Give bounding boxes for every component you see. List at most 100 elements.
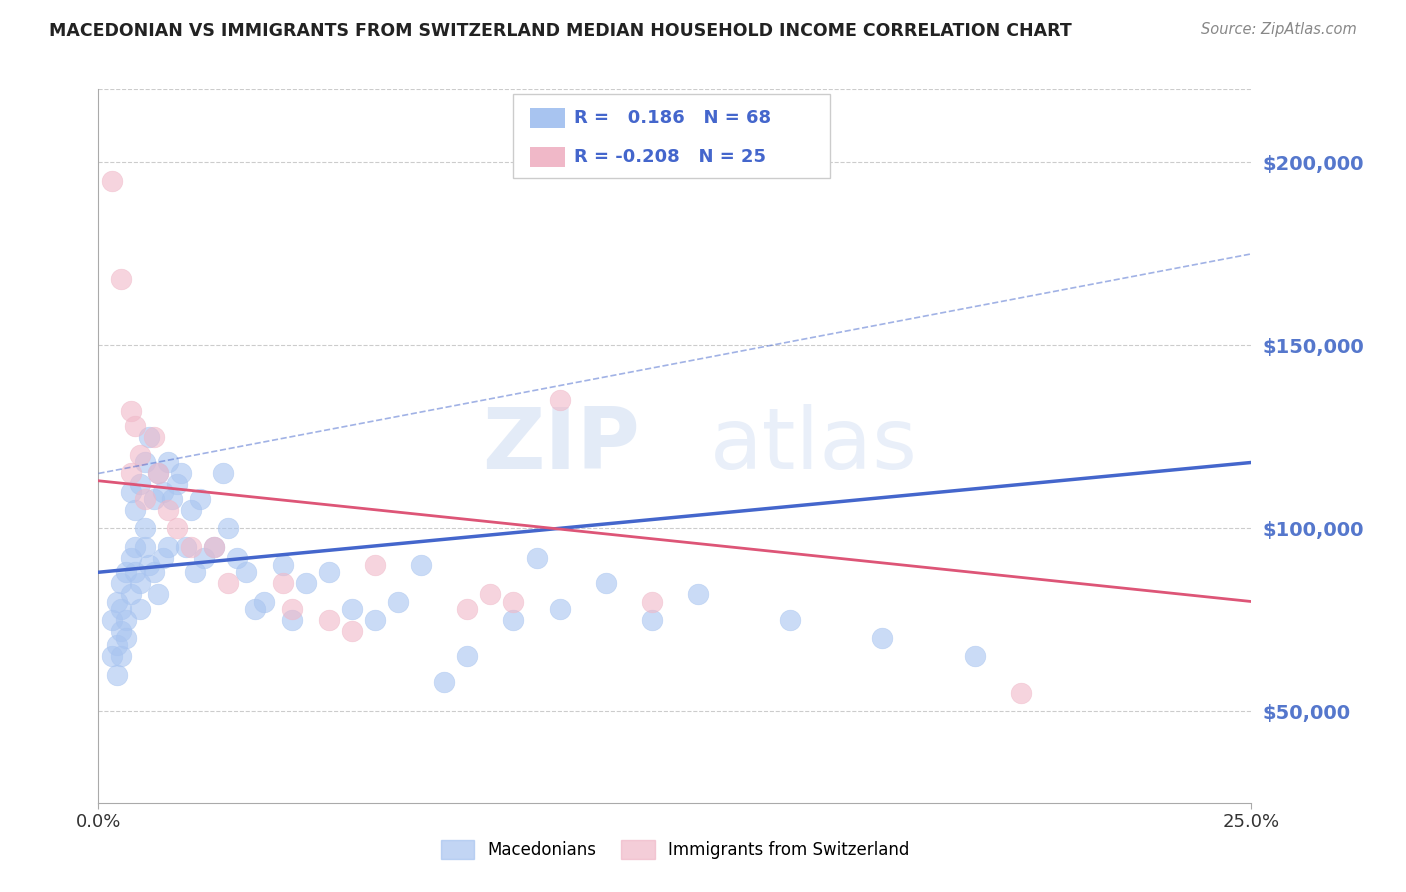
Point [340,624,363,638]
Point [225,550,247,565]
Point [217,521,239,535]
Point [245,602,267,616]
Point [110,272,132,286]
Point [124,540,146,554]
Point [152,484,174,499]
Point [124,418,146,433]
Point [364,558,387,572]
Point [202,540,225,554]
Point [271,576,294,591]
Point [387,594,409,608]
Point [110,624,132,638]
Point [641,594,664,608]
Point [235,566,257,580]
Point [180,540,202,554]
Point [411,558,433,572]
Point [779,613,801,627]
Point [548,602,571,616]
Point [318,613,340,627]
Point [142,566,165,580]
Point [271,558,294,572]
Point [129,602,152,616]
Point [456,649,478,664]
Point [281,602,304,616]
Point [502,594,524,608]
Point [872,631,894,645]
Point [115,631,138,645]
Point [124,566,146,580]
Point [456,602,478,616]
Point [101,613,124,627]
Text: R = -0.208   N = 25: R = -0.208 N = 25 [574,148,766,166]
Text: Source: ZipAtlas.com: Source: ZipAtlas.com [1201,22,1357,37]
Point [526,550,548,565]
Point [105,667,128,681]
Point [184,566,207,580]
Point [148,587,170,601]
Point [142,430,165,444]
Point [134,540,156,554]
Point [101,649,124,664]
Point [138,558,160,572]
Point [105,639,128,653]
Point [364,613,387,627]
Point [502,613,524,627]
Point [134,491,156,506]
Point [101,174,124,188]
Legend: Macedonians, Immigrants from Switzerland: Macedonians, Immigrants from Switzerland [434,833,915,866]
Text: ZIP: ZIP [482,404,640,488]
Point [318,566,340,580]
Point [174,540,197,554]
Point [148,467,170,481]
Point [120,404,142,418]
Point [433,675,456,690]
Text: atlas: atlas [710,404,918,488]
Point [134,455,156,469]
Point [120,484,142,499]
Point [193,550,215,565]
Point [188,491,211,506]
Point [170,467,193,481]
Point [1010,686,1032,700]
Point [548,393,571,408]
Point [129,576,152,591]
Point [166,521,188,535]
Point [134,521,156,535]
Point [217,576,239,591]
Text: R =   0.186   N = 68: R = 0.186 N = 68 [574,109,770,127]
Point [120,550,142,565]
Point [152,550,174,565]
Point [129,448,152,462]
Point [166,477,188,491]
Point [156,455,179,469]
Point [156,503,179,517]
Point [253,594,276,608]
Point [138,430,160,444]
Point [340,602,363,616]
Point [120,587,142,601]
Point [110,576,132,591]
Point [115,613,138,627]
Point [156,540,179,554]
Point [281,613,304,627]
Point [963,649,986,664]
Point [115,566,138,580]
Text: MACEDONIAN VS IMMIGRANTS FROM SWITZERLAND MEDIAN HOUSEHOLD INCOME CORRELATION CH: MACEDONIAN VS IMMIGRANTS FROM SWITZERLAN… [49,22,1071,40]
Point [148,467,170,481]
Point [295,576,318,591]
Point [160,491,183,506]
Point [686,587,709,601]
Point [180,503,202,517]
Point [479,587,502,601]
Point [202,540,225,554]
Point [212,467,235,481]
Point [120,467,142,481]
Point [142,491,165,506]
Point [129,477,152,491]
Point [124,503,146,517]
Point [105,594,128,608]
Point [595,576,617,591]
Point [110,602,132,616]
Point [641,613,664,627]
Point [110,649,132,664]
